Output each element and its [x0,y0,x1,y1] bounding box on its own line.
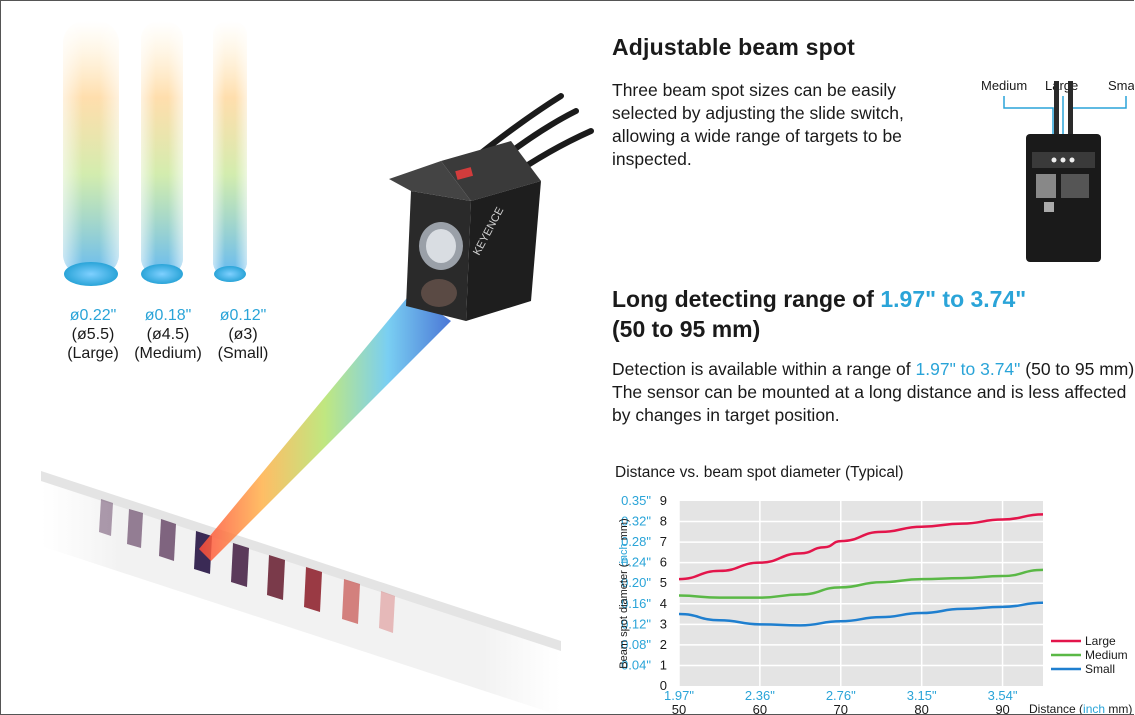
y-tick-label-inch: 0.28" [621,534,651,549]
body-prefix: Detection is available within a range of [612,359,916,379]
spot-size-inch: ø0.22" [69,307,117,324]
ylabel-unit-inch: inch [618,543,630,563]
spot-size-mm: (ø3) [228,326,258,343]
sensor-head: KEYENCE [389,141,541,321]
series-line-medium [678,568,1044,599]
x-tick-label-mm: 50 [672,702,686,715]
section-title-beam-spot: Adjustable beam spot [612,34,855,60]
legend-label-medium: Medium [1085,648,1128,662]
x-tick-label-inch: 3.54" [988,688,1018,703]
xlabel-unit-mm: mm) [1105,702,1132,715]
spot-label-large: ø0.22" (ø5.5) (Large) [53,306,133,363]
spot-size-name: (Medium) [134,345,202,362]
sensor-illustration: KEYENCE [41,21,594,714]
spot-size-name: (Small) [217,345,269,362]
y-tick-label-mm: 2 [660,637,667,652]
title-prefix: Long detecting range of [612,286,881,312]
y-tick-label-mm: 4 [660,596,667,611]
ylabel-unit-mm: mm) [618,518,630,543]
y-tick-label-mm: 9 [660,493,667,508]
xlabel-prefix: Distance ( [1029,702,1083,715]
rainbow-beam [199,293,451,561]
y-tick-label-inch: 0.12" [621,616,651,631]
spot-size-mm: (ø5.5) [71,326,115,343]
y-tick-label-inch: 0.16" [621,596,651,611]
spot-size-name: (Large) [67,345,119,362]
x-tick-label-inch: 2.76" [826,688,856,703]
x-tick-label-inch: 1.97" [664,688,694,703]
y-tick-label-mm: 8 [660,514,667,529]
y-axis-label: Beam spot diameter (inch mm) [618,518,630,668]
series-line-large [678,513,1044,581]
spot-size-inch: ø0.12" [219,307,267,324]
legend-label-large: Large [1085,634,1116,648]
plot-area [679,501,1043,686]
beam-spot-small [213,21,247,282]
body-highlight: 1.97" to 3.74" [915,359,1021,379]
y-tick-label-mm: 1 [660,657,667,672]
x-tick-label-mm: 60 [753,702,767,715]
switch-label-medium: Medium [981,78,1027,93]
slide-switch-diagram: Medium Large Small [981,78,1134,262]
y-tick-label-inch: 0.32" [621,514,651,529]
x-tick-label-mm: 90 [995,702,1009,715]
beam-spot-medium [141,21,183,284]
spot-label-medium: ø0.18" (ø4.5) (Medium) [128,306,208,363]
x-tick-label-mm: 80 [914,702,928,715]
y-tick-label-inch: 0.08" [621,637,651,652]
spot-size-inch: ø0.18" [144,307,192,324]
y-tick-label-inch: 0.24" [621,555,651,570]
y-tick-label-inch: 0.35" [621,493,651,508]
beam-spot-chart: 0 1 0.04" 2 0.08" 3 0.12" 4 0.16" 5 0.20" 6 0.24" 7 0.… [618,493,1132,715]
y-tick-label-inch: 0.04" [621,657,651,672]
x-tick-label-inch: 2.36" [745,688,775,703]
target-strip [41,471,561,714]
y-tick-label-mm: 3 [660,616,667,631]
title-highlight: 1.97" to 3.74" [880,286,1027,312]
y-tick-label-inch: 0.20" [621,575,651,590]
section-title-detecting-range: Long detecting range of 1.97" to 3.74" (… [612,284,1132,344]
spot-size-mm: (ø4.5) [146,326,190,343]
section-body-detecting-range: Detection is available within a range of… [612,358,1134,427]
x-axis-label: Distance (inch mm) [1029,702,1132,715]
series-line-small [678,601,1044,627]
legend-label-small: Small [1085,662,1115,676]
body-suffix: (50 to 95 mm). The sensor can be mounted… [612,359,1134,425]
y-tick-label-mm: 0 [660,678,667,693]
switch-label-small: Small [1108,78,1134,93]
chart-title: Distance vs. beam spot diameter (Typical… [615,464,904,481]
title-suffix: (50 to 95 mm) [612,316,761,342]
switch-label-large: Large [1045,78,1078,93]
y-tick-label-mm: 6 [660,555,667,570]
y-tick-label-mm: 7 [660,534,667,549]
spot-label-small: ø0.12" (ø3) (Small) [203,306,283,363]
ylabel-prefix: Beam spot diameter ( [618,563,630,668]
beam-spot-large [63,21,119,286]
x-tick-label-mm: 70 [834,702,848,715]
y-tick-label-mm: 5 [660,575,667,590]
section-body-beam-spot: Three beam spot sizes can be easily sele… [612,80,904,169]
xlabel-unit-inch: inch [1083,702,1105,715]
x-tick-label-inch: 3.15" [907,688,937,703]
